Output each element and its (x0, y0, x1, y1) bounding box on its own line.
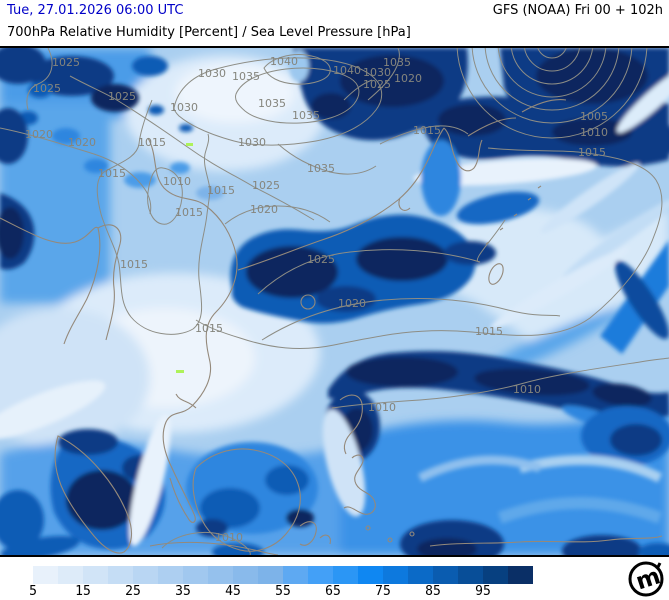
isobar-label: 1025 (363, 78, 391, 91)
isobar-label: 1015 (138, 136, 166, 149)
coastlines (0, 99, 663, 555)
isobar-label: 1040 (333, 64, 361, 77)
legend-footer: 5 15 25 35 45 55 65 75 85 95 m (0, 557, 669, 600)
colorbar-segment (283, 566, 308, 584)
isobar-label: 1015 (98, 167, 126, 180)
isobar-label: 1020 (338, 297, 366, 310)
colorbar-tick-label: 65 (325, 584, 341, 599)
colorbar-segment (108, 566, 133, 584)
colorbar-segment (33, 566, 58, 584)
isobar-label: 1015 (475, 325, 503, 338)
colorbar-segment (308, 566, 333, 584)
isobar-label: 1015 (413, 124, 441, 137)
colorbar-segment (383, 566, 408, 584)
header-row-1: Tue, 27.01.2026 06:00 UTC GFS (NOAA) Fri… (7, 3, 663, 19)
colorbar-tick-label: 75 (375, 584, 391, 599)
isobar-label: 1025 (307, 253, 335, 266)
low-pressure-contours (456, 48, 648, 139)
colorbar-segment (508, 566, 533, 584)
isobar-label: 1035 (258, 97, 286, 110)
colorbar-segment (158, 566, 183, 584)
humidity-colorbar (33, 566, 533, 584)
logo-icon: m (628, 561, 664, 597)
colorbar-segment (58, 566, 83, 584)
isobar-label: 1010 (580, 126, 608, 139)
model-run-info: GFS (NOAA) Fri 00 + 102h (492, 3, 663, 18)
isobar-label: 1035 (307, 162, 335, 175)
colorbar-tick-label: 55 (275, 584, 291, 599)
colorbar-segment (83, 566, 108, 584)
isobar-label: 1010 (368, 401, 396, 414)
meteociel-logo[interactable]: m (625, 558, 667, 600)
colorbar-segment (333, 566, 358, 584)
isobar-label: 1020 (68, 136, 96, 149)
isobar-contours (0, 48, 669, 555)
colorbar-tick-label: 15 (75, 584, 91, 599)
isobar-label: 1010 (513, 383, 541, 396)
isobar-label: 1010 (215, 531, 243, 544)
colorbar-segment (183, 566, 208, 584)
isobar-label: 1030 (238, 136, 266, 149)
colorbar-segment (258, 566, 283, 584)
isobar-label: 1035 (232, 70, 260, 83)
humidity-features (0, 48, 669, 555)
isobar-label: 1030 (363, 66, 391, 79)
isobar-label: 1015 (120, 258, 148, 271)
isobar-label: 1035 (292, 109, 320, 122)
isobar-label: 1010 (163, 175, 191, 188)
isobar-label: 1025 (33, 82, 61, 95)
colorbar-tick-label: 45 (225, 584, 241, 599)
isobar-label: 1030 (198, 67, 226, 80)
isobar-label: 1015 (195, 322, 223, 335)
isobar-label: 1020 (250, 203, 278, 216)
colorbar-segment (483, 566, 508, 584)
freezing-level-marks (176, 143, 193, 373)
colorbar-segment (408, 566, 433, 584)
isobar-label: 1025 (108, 90, 136, 103)
map-title: 700hPa Relative Humidity [Percent] / Sea… (7, 25, 411, 40)
colorbar-tick-label: 25 (125, 584, 141, 599)
colorbar-segment (458, 566, 483, 584)
colorbar-tick-label: 85 (425, 584, 441, 599)
isobar-label: 1020 (394, 72, 422, 85)
map-datetime: Tue, 27.01.2026 06:00 UTC (7, 3, 184, 18)
isobar-label: 1030 (170, 101, 198, 114)
isobar-label: 1025 (52, 56, 80, 69)
colorbar-segment (233, 566, 258, 584)
weather-map[interactable]: 1025 1030 1035 1040 1040 1030 1035 1020 1025 1025… (0, 46, 669, 557)
colorbar-tick-label: 35 (175, 584, 191, 599)
colorbar-segment (358, 566, 383, 584)
isobar-label: 1015 (578, 146, 606, 159)
colorbar-segment (433, 566, 458, 584)
colorbar-tick-label: 5 (29, 584, 37, 599)
colorbar-segment (208, 566, 233, 584)
colorbar-tick-labels: 5 15 25 35 45 55 65 75 85 95 (0, 584, 669, 599)
colorbar-tick-label: 95 (475, 584, 491, 599)
isobar-label: 1015 (207, 184, 235, 197)
colorbar-segment (133, 566, 158, 584)
isobar-label: 1025 (252, 179, 280, 192)
isobar-label: 1020 (25, 128, 53, 141)
isobar-label: 1035 (383, 56, 411, 69)
map-header: Tue, 27.01.2026 06:00 UTC GFS (NOAA) Fri… (0, 0, 669, 46)
isobar-label: 1040 (270, 55, 298, 68)
isobar-label: 1005 (580, 110, 608, 123)
isobar-label: 1015 (175, 206, 203, 219)
